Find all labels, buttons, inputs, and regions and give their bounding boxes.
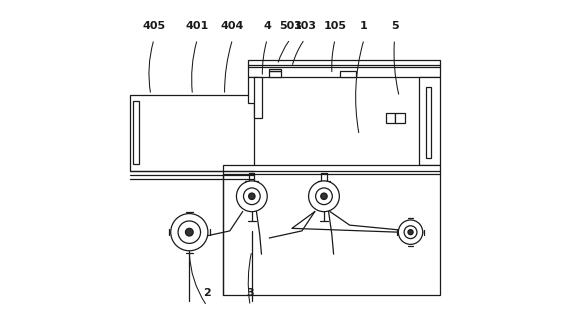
Bar	[385, 113, 395, 123]
Circle shape	[316, 188, 332, 204]
Bar	[130, 95, 255, 171]
Bar	[270, 69, 281, 71]
Bar	[340, 71, 356, 77]
Text: 2: 2	[203, 288, 211, 298]
Circle shape	[404, 226, 417, 239]
Bar	[425, 87, 431, 158]
Bar	[223, 165, 440, 295]
Text: 405: 405	[143, 21, 166, 31]
Text: 404: 404	[221, 21, 244, 31]
Text: 4: 4	[263, 21, 271, 31]
Circle shape	[408, 230, 413, 235]
Text: 1: 1	[360, 21, 368, 31]
Text: 503: 503	[279, 21, 301, 31]
Circle shape	[243, 188, 260, 204]
Bar	[248, 77, 258, 103]
Text: 103: 103	[293, 21, 316, 31]
Text: 105: 105	[324, 21, 347, 31]
Text: 5: 5	[391, 21, 399, 31]
Bar	[419, 77, 440, 165]
Circle shape	[308, 181, 339, 212]
Bar	[248, 60, 440, 77]
Bar	[133, 101, 139, 164]
Bar	[270, 71, 281, 77]
Circle shape	[248, 193, 255, 199]
Circle shape	[321, 193, 327, 199]
Circle shape	[236, 181, 267, 212]
Text: 401: 401	[186, 21, 209, 31]
Text: 3: 3	[247, 288, 254, 298]
Circle shape	[399, 220, 423, 244]
Bar	[255, 77, 263, 118]
Circle shape	[171, 213, 208, 251]
Circle shape	[178, 221, 200, 243]
Circle shape	[186, 228, 193, 236]
Bar	[395, 113, 405, 123]
